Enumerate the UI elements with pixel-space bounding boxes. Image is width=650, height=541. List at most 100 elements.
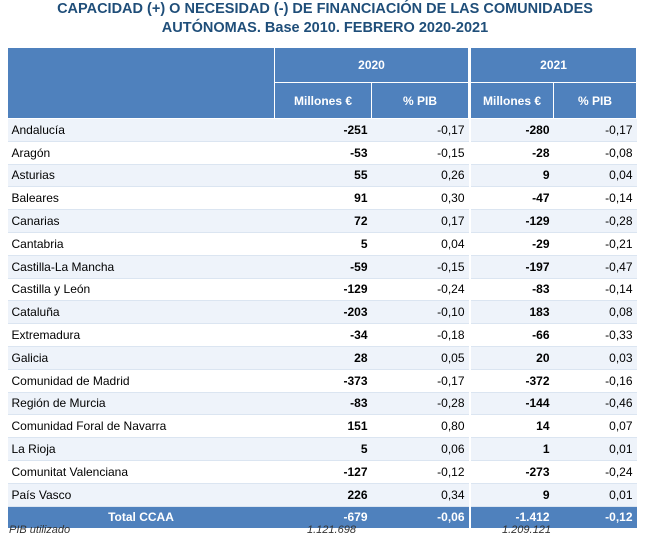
cell-millones-2021: -129 (470, 209, 554, 233)
row-gap (468, 437, 471, 461)
footer-pib-2020: 1.121.698 (307, 524, 356, 536)
row-gap (468, 346, 471, 370)
cell-millones-2021: -197 (470, 255, 554, 279)
cell-pib-2020: -0,15 (371, 255, 469, 279)
cell-pib-2020: 0,06 (371, 437, 469, 461)
cell-pib-2021: -0,08 (553, 141, 637, 165)
cell-millones-2020: -53 (274, 141, 372, 165)
cell-millones-2021: -273 (470, 460, 554, 484)
table-row: Extremadura -34 -0,18 -66 -0,33 (7, 323, 637, 347)
row-name: La Rioja (7, 437, 275, 461)
row-name: Canarias (7, 209, 275, 233)
cell-millones-2020: -129 (274, 278, 372, 302)
financing-table: 2020 2021 Millones € % PIB Millones € % … (7, 47, 638, 528)
row-name: País Vasco (7, 483, 275, 507)
cell-pib-2020: -0,28 (371, 392, 469, 416)
row-gap (468, 414, 471, 438)
pib-footer: PIB utilizado 1.121.698 1.209.121 (7, 524, 636, 540)
title-line-2: AUTÓNOMAS. Base 2010. FEBRERO 2020-2021 (161, 20, 489, 36)
cell-millones-2021: -83 (470, 278, 554, 302)
table-row: Castilla-La Mancha -59 -0,15 -197 -0,47 (7, 255, 637, 279)
cell-pib-2021: 0,01 (553, 437, 637, 461)
cell-pib-2021: -0,33 (553, 323, 637, 347)
row-gap (468, 118, 471, 142)
table-row: Andalucía -251 -0,17 -280 -0,17 (7, 118, 637, 142)
cell-millones-2020: 72 (274, 209, 372, 233)
cell-millones-2020: -59 (274, 255, 372, 279)
cell-pib-2021: 0,03 (553, 346, 637, 370)
header-millones-2021: Millones € (470, 82, 555, 119)
total-gap (468, 506, 471, 528)
row-gap (468, 209, 471, 233)
header-year-2020: 2020 (273, 47, 470, 83)
title-line-1: CAPACIDAD (+) O NECESIDAD (-) DE FINANCI… (57, 1, 593, 17)
cell-pib-2021: -0,16 (553, 369, 637, 393)
total-row: Total CCAA -679 -0,06 -1.412 -0,12 (7, 506, 637, 528)
table-title: CAPACIDAD (+) O NECESIDAD (-) DE FINANCI… (0, 0, 650, 38)
cell-millones-2021: -280 (470, 118, 554, 142)
cell-pib-2020: 0,80 (371, 414, 469, 439)
row-gap (468, 278, 471, 301)
cell-pib-2021: -0,17 (553, 118, 637, 142)
cell-pib-2020: -0,24 (371, 278, 469, 302)
row-name: Galicia (7, 346, 275, 370)
cell-millones-2020: 55 (274, 164, 372, 188)
total-millones-2020: -679 (274, 506, 372, 528)
cell-pib-2020: -0,17 (371, 118, 469, 142)
table-row: Cataluña -203 -0,10 183 0,08 (7, 300, 637, 325)
footer-label: PIB utilizado (9, 524, 71, 536)
cell-pib-2021: -0,14 (553, 186, 637, 211)
cell-millones-2021: 9 (470, 164, 554, 188)
table-row: Asturias 55 0,26 9 0,04 (7, 164, 637, 188)
header-gap (468, 47, 471, 119)
row-name: Cataluña (7, 300, 275, 325)
row-gap (468, 392, 471, 415)
cell-millones-2021: 9 (470, 483, 554, 507)
cell-millones-2020: 226 (274, 483, 372, 507)
row-gap (468, 300, 471, 324)
cell-pib-2020: -0,12 (371, 460, 469, 484)
cell-millones-2021: -66 (470, 323, 554, 347)
cell-millones-2021: -372 (470, 369, 554, 393)
cell-millones-2021: -28 (470, 141, 554, 165)
row-gap (468, 460, 471, 484)
cell-millones-2021: 1 (470, 437, 554, 461)
table-row: País Vasco 226 0,34 9 0,01 (7, 483, 637, 507)
cell-millones-2021: 14 (470, 414, 554, 439)
header-pib-2021: % PIB (553, 82, 638, 119)
header-pib-2020: % PIB (370, 82, 470, 119)
cell-millones-2020: -373 (274, 369, 372, 393)
cell-millones-2020: 5 (274, 232, 372, 256)
cell-millones-2021: -47 (470, 186, 554, 211)
table-row: Galicia 28 0,05 20 0,03 (7, 346, 637, 370)
row-name: Aragón (7, 141, 275, 165)
table-row: Región de Murcia -83 -0,28 -144 -0,46 (7, 392, 637, 416)
row-name: Región de Murcia (7, 392, 275, 416)
cell-millones-2021: -29 (470, 232, 554, 256)
cell-pib-2021: -0,21 (553, 232, 637, 256)
cell-pib-2021: -0,24 (553, 460, 637, 484)
row-name: Comunidad de Madrid (7, 369, 275, 393)
cell-millones-2020: 151 (274, 414, 372, 439)
table-row: La Rioja 5 0,06 1 0,01 (7, 437, 637, 461)
cell-millones-2020: -83 (274, 392, 372, 416)
footer-pib-2021: 1.209.121 (502, 524, 551, 536)
cell-pib-2021: 0,01 (553, 483, 637, 507)
cell-pib-2020: 0,05 (371, 346, 469, 370)
row-name: Asturias (7, 164, 275, 188)
row-gap (468, 369, 471, 393)
row-gap (468, 186, 471, 210)
row-name: Cantabria (7, 232, 275, 256)
cell-pib-2020: 0,26 (371, 164, 469, 188)
header-row-units: Millones € % PIB Millones € % PIB (8, 82, 638, 119)
table-row: Canarias 72 0,17 -129 -0,28 (7, 209, 637, 233)
cell-pib-2020: 0,34 (371, 483, 469, 507)
cell-millones-2020: 5 (274, 437, 372, 461)
cell-pib-2020: 0,17 (371, 209, 469, 233)
cell-millones-2021: 20 (470, 346, 554, 370)
cell-pib-2021: -0,47 (553, 255, 637, 279)
cell-pib-2021: 0,08 (553, 300, 637, 325)
table-row: Cantabria 5 0,04 -29 -0,21 (7, 232, 637, 256)
row-name: Castilla-La Mancha (7, 255, 275, 279)
cell-pib-2021: 0,07 (553, 414, 637, 439)
